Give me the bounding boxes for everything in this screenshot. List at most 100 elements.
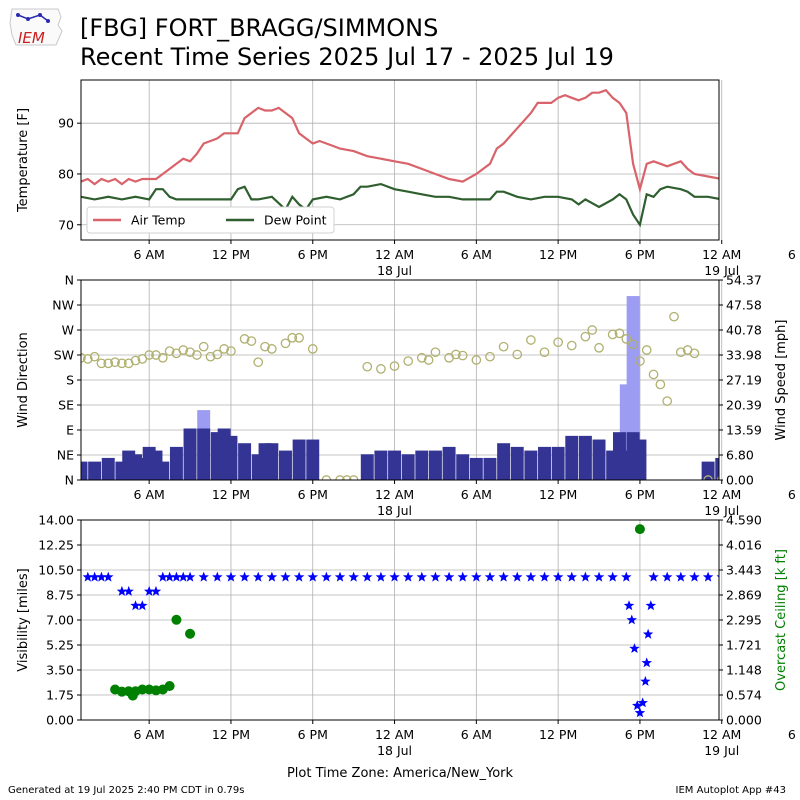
y-axis-label: Temperature [F] [16,108,31,213]
y-tick-label: 90 [58,116,74,131]
y-tick-label: NE [57,448,74,463]
wind-speed-bar [715,457,719,480]
wind-speed-bar [388,450,402,480]
y-right-tick-label: 0.000 [726,713,762,728]
x-tick-label: 6 AM [461,727,492,742]
wind-direction-marker [267,344,277,354]
y-axis-label: Wind Direction [16,332,31,428]
wind-speed-bar [101,457,115,480]
wind-speed-bar [442,446,456,480]
visibility-marker [641,657,652,668]
visibility-marker [430,571,441,582]
wind-speed-bar [510,446,524,480]
wind-direction-marker [253,357,264,368]
wind-direction-marker [553,337,563,348]
plot-frame-1 [80,279,720,481]
y-right-tick-label: 0.574 [726,688,762,703]
y-tick-label: 8.75 [46,588,74,603]
x-tick-label: 12 AM [375,727,414,742]
x-tick-label: 6 AM [461,487,492,502]
wind-direction-marker [580,331,591,342]
wind-direction-marker [89,351,100,362]
wind-speed-bar [81,461,88,480]
wind-direction-marker [226,346,236,356]
visibility-marker [307,571,318,582]
visibility-marker [82,571,93,582]
visibility-marker [143,585,155,596]
visibility-marker [116,585,128,596]
x-tick-label: 6 PM [625,487,655,502]
x-tick-label: 12 PM [539,487,577,502]
visibility-marker [137,600,148,611]
visibility-marker [443,571,455,582]
wind-direction-marker [416,352,427,363]
visibility-marker [662,571,673,582]
x-tick-label: 12 PM [539,727,577,742]
visibility-marker [389,571,400,582]
visibility-marker [178,571,189,582]
series-line-dew-point [81,182,719,228]
y-right-tick-label: 54.37 [726,273,762,288]
x-tick-date-label: 18 Jul [377,743,412,758]
wind-direction-marker [239,334,250,344]
visibility-marker [642,628,654,639]
x-tick-label: 6 PM [625,247,655,262]
y-tick-label: 10.50 [38,563,74,578]
x-axis-label: Plot Time Zone: America/New_York [287,766,514,781]
y-right-tick-label: 0.00 [726,473,754,488]
y-right-tick-label: 3.443 [726,563,762,578]
wind-direction-marker [471,355,482,365]
wind-direction-marker [607,329,618,340]
wind-direction-marker [614,328,625,339]
wind-direction-marker [164,346,175,356]
wind-speed-bar [483,457,497,480]
y-tick-label: 5.25 [46,638,74,653]
visibility-marker [498,571,509,582]
x-tick-date-label: 18 Jul [377,503,412,518]
visibility-marker [621,571,632,582]
wind-direction-marker [192,350,202,360]
visibility-marker [212,571,223,582]
x-tick-label: 12 AM [702,487,741,502]
wind-speed-bar [169,446,183,480]
ceiling-marker [634,524,645,535]
wind-direction-marker [157,352,168,363]
plot-area-1 [81,296,719,480]
plot-area-2 [82,524,719,718]
visibility-marker [648,571,659,582]
visibility-marker [348,571,359,582]
visibility-marker [512,571,523,582]
plot-frame-0 [80,79,720,241]
visibility-marker [716,575,719,582]
legend-label: Dew Point [264,213,327,228]
y-right-tick-label: 33.98 [726,348,762,363]
x-tick-label: 12 PM [212,727,250,742]
visibility-marker [623,600,635,611]
x-tick-date-label: 19 Jul [704,743,739,758]
visibility-marker [164,571,175,582]
visibility-marker [89,571,100,582]
visibility-marker [225,571,237,582]
wind-speed-bar [578,435,592,480]
wind-direction-marker [628,339,638,350]
wind-direction-marker [130,355,141,366]
wind-direction-marker [655,379,666,390]
x-tick-date-label: 19 Jul [704,503,739,518]
visibility-marker [634,707,646,718]
x-tick-label: 12 AM [375,487,414,502]
wind-direction-marker [566,340,577,351]
visibility-marker [198,571,209,582]
x-tick-date-label: 19 Jul [704,263,739,278]
wind-speed-bar [592,439,606,480]
y-axis-label: Visibility [miles] [16,568,31,671]
y-right-tick-label: 2.869 [726,588,762,603]
y-tick-label: N [65,273,74,288]
wind-direction-marker [621,334,632,344]
wind-speed-bar [701,461,715,480]
wind-direction-marker [457,350,468,361]
x-tick-label: 12 AM [375,247,414,262]
wind-direction-marker [675,347,686,358]
wind-speed-bar [524,450,538,480]
wind-direction-marker [260,341,270,352]
y-tick-label: 7.00 [46,613,74,628]
